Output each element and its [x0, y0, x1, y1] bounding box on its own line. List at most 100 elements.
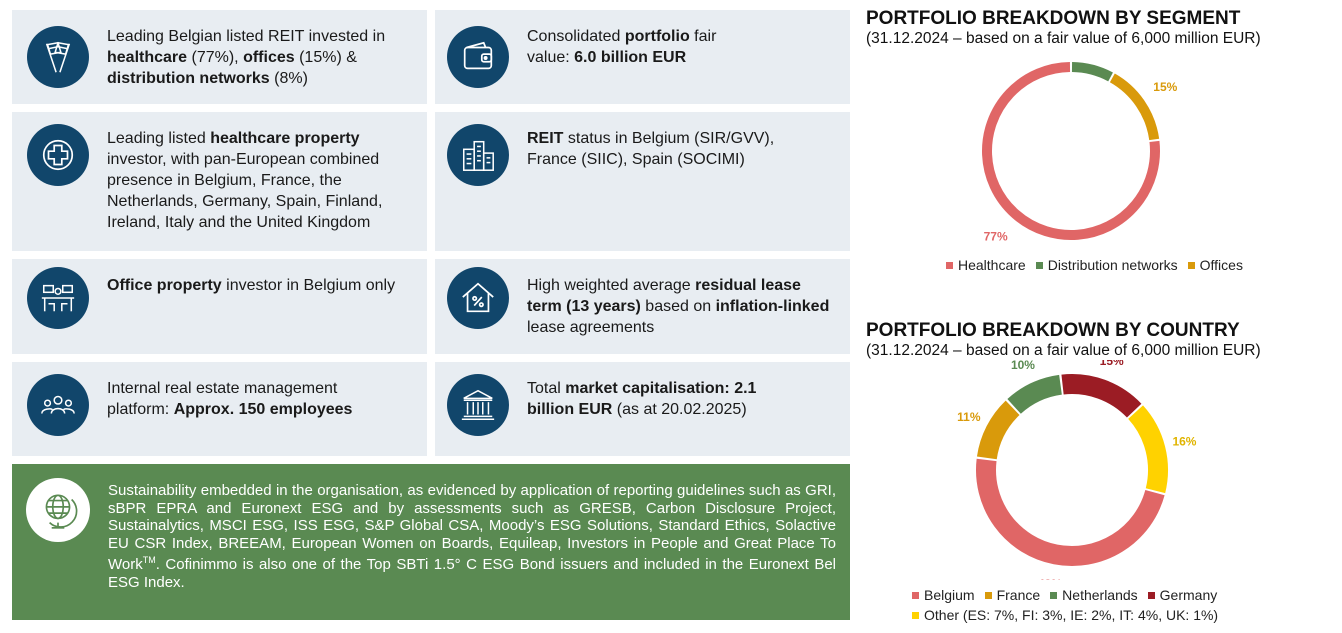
emphasis-text: portfolio — [624, 28, 690, 45]
body-text: investor, with pan-European combined pre… — [107, 151, 383, 231]
emphasis-text: Office property — [107, 277, 222, 294]
emphasis-text: distribution networks — [107, 70, 270, 87]
emphasis-text: healthcare property — [210, 130, 360, 147]
emphasis-text: market capitalisation: — [565, 380, 730, 397]
body-text: Internal real estate management platform… — [107, 380, 338, 418]
body-text: Total — [527, 380, 566, 397]
slice-label: 15% — [1153, 80, 1177, 94]
legend-swatch — [1187, 261, 1195, 269]
legend-item: Netherlands — [1050, 585, 1138, 605]
emphasis-text: REIT — [527, 130, 564, 147]
legend-label: Offices — [1199, 257, 1243, 273]
legend-label: Germany — [1159, 587, 1218, 603]
donut-slice — [976, 458, 1165, 566]
legend-swatch — [1147, 591, 1155, 599]
slice-label: 10% — [1011, 360, 1035, 372]
medical-cross-icon — [27, 124, 89, 186]
legend-item: France — [984, 585, 1041, 605]
legend-label: Netherlands — [1062, 587, 1138, 603]
legend-item: Distribution networks — [1035, 257, 1178, 273]
country-chart-title: PORTFOLIO BREAKDOWN BY COUNTRY — [866, 320, 1240, 341]
body-text: (8%) — [269, 70, 308, 87]
emphasis-text: healthcare — [107, 49, 188, 66]
card-reit: Leading Belgian listed REIT invested in … — [12, 10, 427, 104]
card-reit-text: Leading Belgian listed REIT invested in … — [107, 26, 407, 89]
legend-swatch — [1035, 261, 1043, 269]
card-reit-status-text: REIT status in Belgium (SIR/GVV), France… — [527, 128, 827, 170]
card-lease-text: High weighted average residual lease ter… — [527, 275, 832, 338]
card-portfolio: Consolidated portfolio fair value: 6.0 b… — [435, 10, 850, 104]
flags-icon — [27, 26, 89, 88]
slice-label: 77% — [984, 230, 1008, 244]
segment-chart-title: PORTFOLIO BREAKDOWN BY SEGMENT — [866, 8, 1241, 29]
legend-swatch — [912, 591, 919, 599]
body-text: fair value: — [527, 28, 717, 66]
donut-slice — [1007, 374, 1063, 415]
body-text: lease agreements — [527, 319, 655, 336]
body-text: Leading Belgian listed REIT invested in — [107, 28, 386, 45]
legend-item: Germany — [1147, 585, 1218, 605]
card-healthcare-text: Leading listed healthcare property inves… — [107, 128, 412, 233]
legend-swatch — [946, 261, 953, 269]
card-market-text: Total market capitalisation: 2.1 billion… — [527, 378, 777, 420]
body-text: status in Belgium (SIR/GVV), France (SII… — [527, 130, 775, 168]
emphasis-text: Approx. 150 employees — [173, 401, 353, 418]
country-chart-subtitle: (31.12.2024 – based on a fair value of 6… — [866, 342, 1261, 359]
card-office: Office property investor in Belgium only — [12, 259, 427, 354]
globe-icon — [26, 478, 90, 542]
segment-chart-subtitle: (31.12.2024 – based on a fair value of 6… — [866, 30, 1261, 47]
card-portfolio-text: Consolidated portfolio fair value: 6.0 b… — [527, 26, 742, 68]
legend-label: France — [996, 587, 1041, 603]
donut-slice — [1127, 405, 1168, 494]
legend-item: Healthcare — [946, 257, 1026, 273]
legend-swatch — [1050, 591, 1058, 599]
body-text: (77%), — [187, 49, 244, 66]
slice-label: 15% — [1100, 360, 1124, 368]
legend-item: Other (ES: 7%, FI: 3%, IE: 2%, IT: 4%, U… — [912, 605, 1218, 625]
sustainability-text-end: . Cofinimmo is also one of the Top SBTi … — [108, 556, 836, 591]
segment-donut-chart: 8%15%77% — [982, 62, 1178, 244]
body-text: (15%) & — [294, 49, 357, 66]
legend-item: Belgium — [912, 585, 975, 605]
body-text: Leading listed — [107, 130, 211, 147]
emphasis-text: 6.0 billion EUR — [574, 49, 687, 66]
slice-label: 48% — [1038, 577, 1062, 580]
body-text: Consolidated — [527, 28, 625, 45]
legend-label: Healthcare — [958, 257, 1026, 273]
donut-slice — [1061, 374, 1142, 418]
city-buildings-icon — [447, 124, 509, 186]
legend-item: Offices — [1187, 257, 1243, 273]
country-donut-chart: 15% 16% 48% 11% 10% — [957, 360, 1197, 580]
slice-label: 16% — [1172, 435, 1196, 449]
emphasis-text: residual lease term (13 years) — [527, 277, 801, 315]
wallet-icon — [447, 26, 509, 88]
emphasis-text: 2.1 billion EUR — [527, 380, 757, 418]
stock-exchange-icon — [447, 374, 509, 436]
people-group-icon — [27, 374, 89, 436]
sustainability-text-main: Sustainability embedded in the organisat… — [108, 482, 836, 573]
emphasis-text: inflation-linked — [715, 298, 830, 315]
slice-label: 11% — [957, 410, 981, 424]
donut-slice — [982, 62, 1160, 240]
office-desk-icon — [27, 267, 89, 329]
legend-swatch — [984, 591, 992, 599]
body-text: based on — [640, 298, 716, 315]
donut-slice — [976, 400, 1020, 460]
segment-chart-legend: Healthcare Distribution networks Offices — [946, 257, 1253, 273]
trademark-mark: TM — [142, 555, 156, 565]
sustainability-text: Sustainability embedded in the organisat… — [108, 482, 836, 591]
body-text: investor in Belgium only — [221, 277, 396, 294]
sustainability-banner: Sustainability embedded in the organisat… — [12, 464, 850, 620]
legend-label: Belgium — [924, 587, 975, 603]
card-management: Internal real estate management platform… — [12, 362, 427, 456]
card-lease: High weighted average residual lease ter… — [435, 259, 850, 354]
emphasis-text: offices — [243, 49, 295, 66]
country-chart-legend: Belgium France Netherlands Germany Other (ES… — [912, 585, 1332, 625]
card-market: Total market capitalisation: 2.1 billion… — [435, 362, 850, 456]
card-office-text: Office property investor in Belgium only — [107, 275, 407, 296]
body-text: (as at 20.02.2025) — [612, 401, 747, 418]
body-text: High weighted average — [527, 277, 696, 294]
house-percent-icon — [447, 267, 509, 329]
card-management-text: Internal real estate management platform… — [107, 378, 387, 420]
donut-slice — [1071, 62, 1113, 82]
